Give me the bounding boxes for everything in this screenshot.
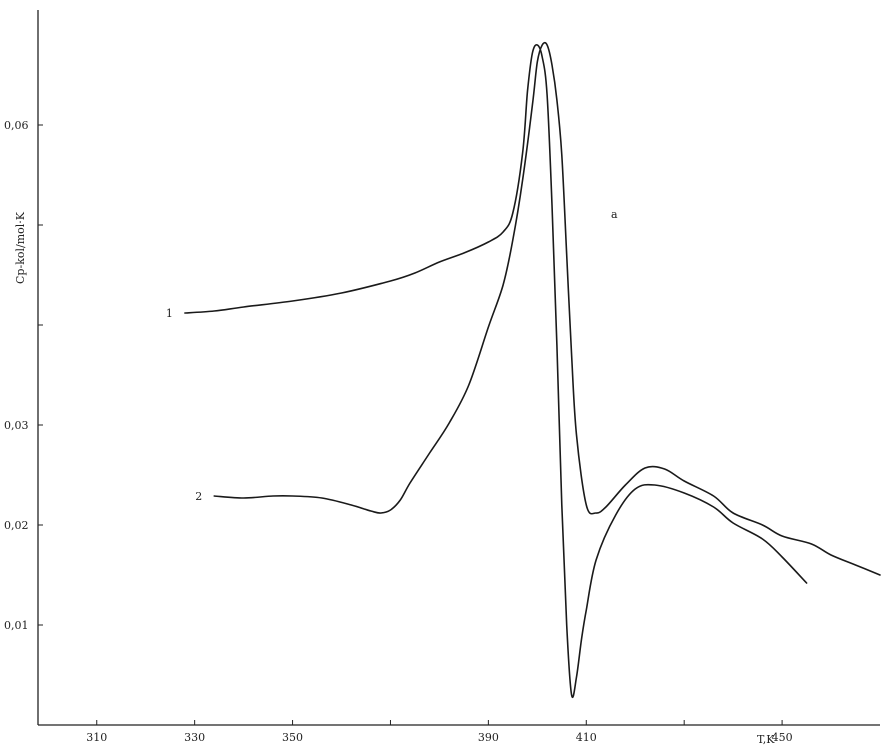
x-tick-label: 350 [282,731,303,744]
axes [37,10,880,726]
x-tick-label: 390 [478,731,499,744]
x-tick-label: 310 [86,731,107,744]
x-axis-label: T,K [757,733,775,746]
series-label-2: 2 [195,490,202,503]
series-layer: 12 [166,41,881,698]
series-line-2 [213,41,881,576]
series-line-1 [184,44,808,698]
y-tick-label: 0,03 [4,419,29,432]
panel-label: a [611,208,618,221]
y-axis-label: Cp-kol/mol·K [14,211,27,284]
labels-layer: T,K Cp-kol/mol·K a [14,208,775,746]
y-tick-label: 0,06 [4,119,29,132]
x-tick-label: 410 [576,731,597,744]
x-tick-label: 450 [772,731,793,744]
y-tick-label: 0,02 [4,519,29,532]
y-tick-label: 0,01 [4,619,29,632]
x-tick-label: 330 [184,731,205,744]
series-label-1: 1 [166,307,173,320]
ticks: 310 330 350 390 410 450 0,01 0,02 0,03 0,06 [4,119,793,744]
